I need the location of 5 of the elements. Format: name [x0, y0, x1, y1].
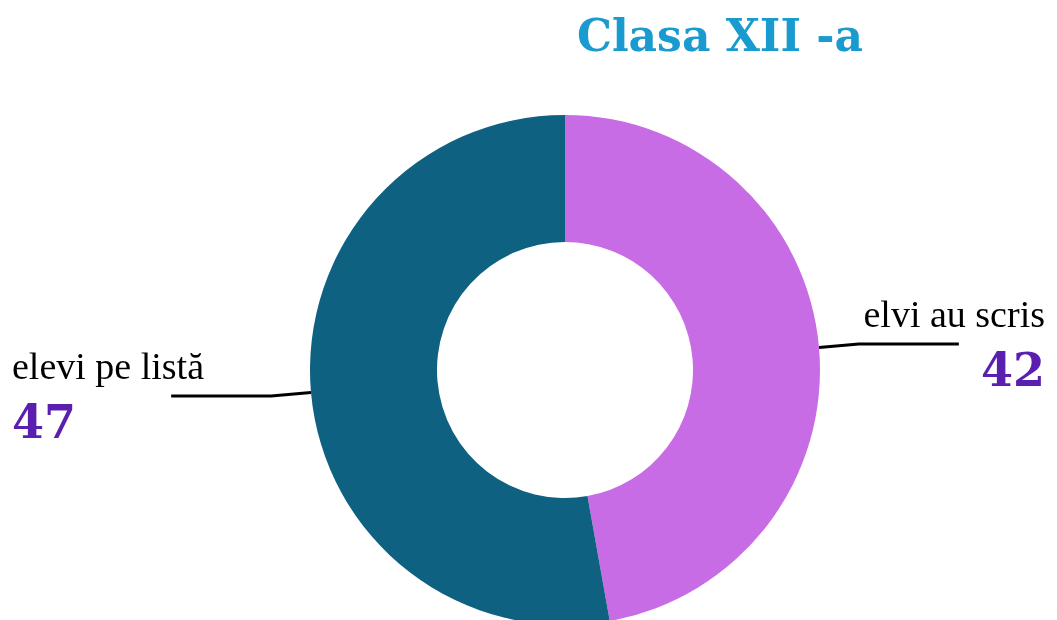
- data-label: 42: [980, 343, 1045, 397]
- chart-title: Clasa XII -a: [576, 9, 864, 61]
- slice-label: elvi au scris: [863, 293, 1045, 335]
- data-label: 47: [12, 395, 77, 449]
- slice-label: elevi pe listă: [12, 345, 205, 387]
